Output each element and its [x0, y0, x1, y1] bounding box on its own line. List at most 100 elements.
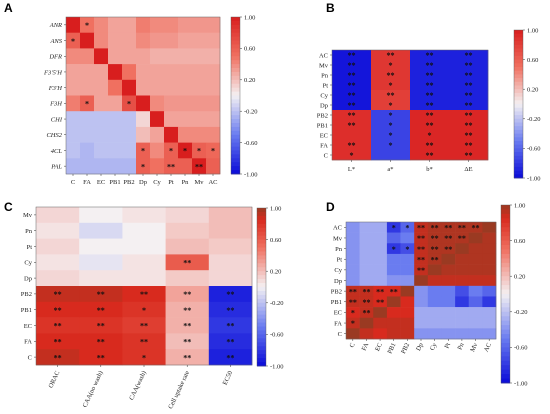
- heatmap-cell: [150, 158, 165, 175]
- colorbar-swatch: [231, 24, 240, 30]
- heatmap-cell: [122, 79, 137, 96]
- heatmap-cell: [122, 317, 166, 334]
- colorbar-swatch: [514, 30, 523, 35]
- heatmap-cell: [122, 238, 166, 255]
- significance-mark: **: [417, 224, 425, 233]
- significance-mark: **: [431, 255, 439, 264]
- colorbar-swatch: [501, 245, 510, 250]
- colorbar-swatch: [231, 40, 240, 45]
- col-label: Dp: [139, 179, 147, 186]
- heatmap-cell: [449, 60, 489, 71]
- heatmap-cell: [122, 301, 166, 318]
- significance-mark: **: [465, 81, 473, 90]
- row-label: Pt: [323, 82, 329, 89]
- heatmap-cell: [346, 307, 360, 319]
- row-label: ANS: [49, 38, 62, 45]
- colorbar-swatch: [257, 251, 266, 256]
- heatmap-cell: [482, 285, 497, 297]
- heatmap-cell: [94, 142, 109, 159]
- heatmap-cell: [165, 270, 210, 287]
- heatmap-cell: [80, 158, 95, 175]
- heatmap-cell: [79, 254, 123, 271]
- heatmap-cell: [178, 17, 193, 33]
- heatmap-cell: [36, 222, 80, 239]
- heatmap-cell: [165, 333, 210, 350]
- colorbar-tick-label: 0.60: [514, 238, 525, 245]
- significance-mark: **: [426, 61, 434, 70]
- heatmap-cell: [150, 79, 165, 96]
- heatmap-cell: [455, 296, 470, 308]
- heatmap-cell: [206, 95, 221, 112]
- colorbar-swatch: [231, 130, 240, 136]
- colorbar-swatch: [257, 338, 266, 343]
- row-label: Pn: [25, 228, 33, 235]
- significance-mark: **: [140, 338, 148, 347]
- colorbar-swatch: [501, 307, 510, 313]
- heatmap-cell: [79, 222, 123, 239]
- colorbar-tick-label: 0.20: [270, 269, 281, 276]
- heatmap-cell: [206, 142, 221, 159]
- col-label: EC: [97, 179, 105, 186]
- significance-mark: **: [54, 353, 62, 362]
- heatmap-cell: [441, 264, 456, 276]
- colorbar-swatch: [257, 287, 266, 292]
- colorbar-swatch: [514, 111, 523, 116]
- heatmap-cell: [108, 79, 123, 96]
- heatmap-cell: [178, 126, 193, 143]
- heatmap-cell: [414, 232, 429, 244]
- heatmap-cell: [386, 317, 401, 329]
- heatmap-cell: [122, 270, 166, 287]
- significance-mark: *: [183, 147, 187, 156]
- heatmap-cell: [108, 95, 123, 112]
- significance-mark: *: [71, 37, 75, 46]
- heatmap-cell: [359, 275, 374, 287]
- heatmap-cell: [192, 95, 207, 112]
- heatmap-cell: [455, 317, 470, 329]
- col-label: CAA(no wash): [82, 370, 105, 409]
- row-label: PB1: [21, 307, 32, 314]
- colorbar-swatch: [514, 129, 523, 134]
- heatmap-cell: [449, 50, 489, 61]
- heatmap-cell: [206, 158, 221, 175]
- col-label: C: [71, 179, 75, 186]
- colorbar-swatch: [231, 36, 240, 41]
- significance-mark: **: [426, 71, 434, 80]
- colorbar-swatch: [257, 310, 266, 316]
- significance-mark: **: [465, 121, 473, 130]
- heatmap-cell: [346, 317, 360, 329]
- heatmap-cell: [371, 100, 411, 111]
- heatmap-cell: [208, 317, 253, 334]
- heatmap-cell: [150, 126, 165, 143]
- heatmap-cell: [468, 307, 483, 319]
- significance-mark: **: [226, 290, 234, 299]
- heatmap-cell: [122, 349, 166, 366]
- heatmap-cell: [386, 253, 401, 265]
- colorbar-swatch: [231, 48, 240, 53]
- heatmap-cell: [36, 207, 80, 224]
- heatmap-panel-a: A*** ** * * * ** ** **ANRANSDFRF3'5'HF3'HF3HCHI…: [4, 1, 258, 186]
- heatmap-cell: [410, 140, 450, 151]
- col-label: AC: [483, 342, 493, 353]
- heatmap-cell: [359, 232, 374, 244]
- heatmap-cell: [359, 243, 374, 255]
- heatmap-cell: [94, 32, 109, 49]
- colorbar-tick-label: 1.00: [527, 27, 538, 34]
- heatmap-cell: [80, 79, 95, 96]
- heatmap-cell: [122, 17, 137, 33]
- heatmap-cell: [122, 254, 166, 271]
- col-label: Cy: [429, 341, 439, 352]
- heatmap-cell: [208, 222, 253, 239]
- significance-mark: **: [54, 322, 62, 331]
- colorbar-swatch: [514, 126, 523, 131]
- heatmap-cell: [441, 285, 456, 297]
- heatmap-cell: [468, 328, 483, 340]
- significance-mark: **: [465, 91, 473, 100]
- heatmap-cell: [192, 32, 207, 49]
- heatmap-cell: [66, 142, 81, 159]
- colorbar-swatch: [514, 41, 523, 46]
- significance-mark: **: [465, 151, 473, 160]
- col-label: Pn: [182, 179, 190, 186]
- heatmap-cell: [455, 307, 470, 319]
- significance-mark: **: [426, 141, 434, 150]
